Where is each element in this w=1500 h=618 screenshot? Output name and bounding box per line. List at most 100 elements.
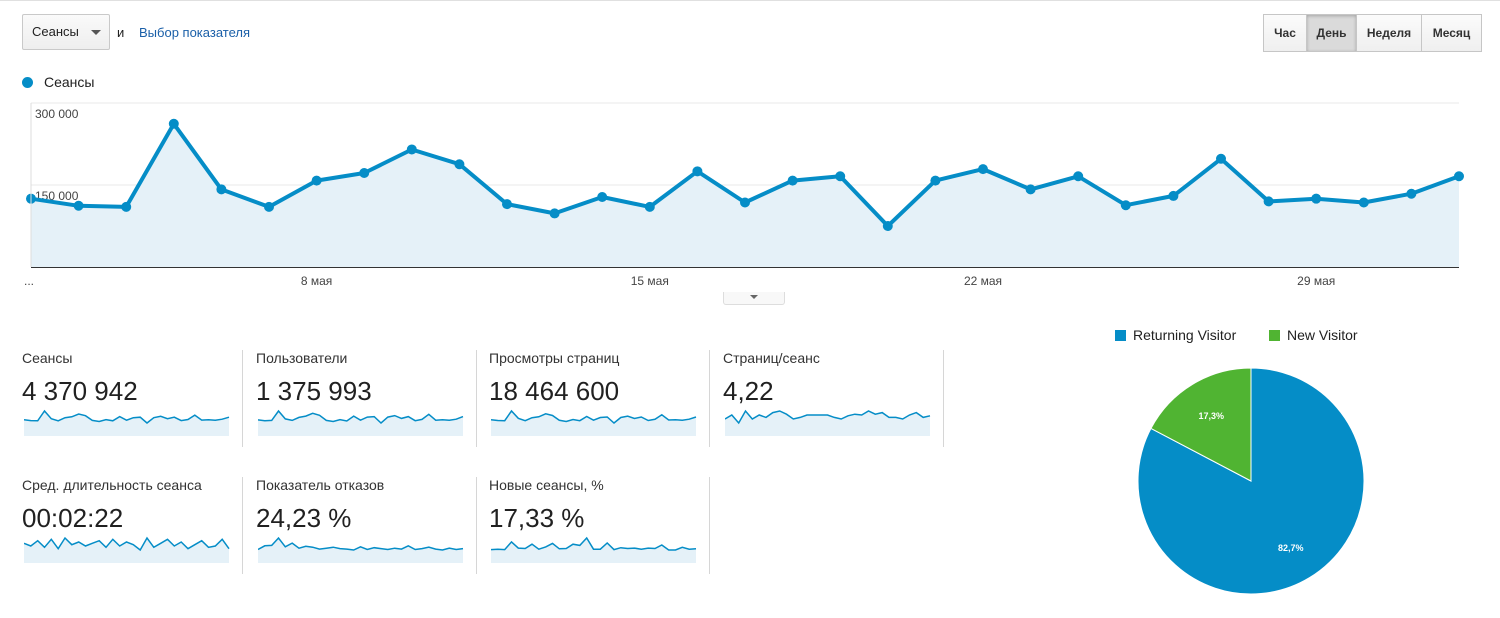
metric-value: 24,23 % <box>256 503 352 533</box>
metric-label: Сред. длительность сеанса <box>22 477 202 493</box>
dropdown-caret-icon <box>91 30 101 35</box>
data-point[interactable] <box>73 200 84 211</box>
metric-tile[interactable]: Пользователи 1 375 993 <box>256 350 489 442</box>
data-point[interactable] <box>1073 171 1084 182</box>
period-month-button[interactable]: Месяц <box>1421 14 1482 52</box>
metric-label: Показатель отказов <box>256 477 385 493</box>
x-tick-label: 8 мая <box>301 274 332 288</box>
pie-slice-label: 17,3% <box>1198 411 1224 421</box>
data-point[interactable] <box>740 197 750 208</box>
metric-label: Новые сеансы, % <box>489 477 604 493</box>
metric-select-label: Сеансы <box>32 24 79 39</box>
divider <box>476 477 477 574</box>
metric-label: Страниц/сеанс <box>723 350 820 366</box>
divider <box>242 350 243 447</box>
x-start-label: ... <box>24 274 34 288</box>
divider <box>242 477 243 574</box>
pie-legend-returning[interactable]: Returning Visitor <box>1115 327 1236 343</box>
metric-sparkline <box>24 536 230 563</box>
select-metric-link[interactable]: Выбор показателя <box>139 25 250 40</box>
data-point[interactable] <box>597 192 608 203</box>
data-point[interactable] <box>1358 197 1369 208</box>
y-tick-label: 300 000 <box>35 107 79 121</box>
chart-legend: Сеансы <box>22 74 94 90</box>
series-dot-icon <box>22 76 33 88</box>
period-day-button[interactable]: День <box>1306 14 1357 52</box>
metric-value: 00:02:22 <box>22 503 124 533</box>
data-point[interactable] <box>882 221 893 231</box>
chevron-down-icon <box>750 295 758 299</box>
series-name: Сеансы <box>44 74 95 90</box>
data-point[interactable] <box>1263 196 1274 207</box>
and-text: и <box>117 25 125 40</box>
sparkline-area <box>491 411 696 436</box>
x-tick-label: 15 мая <box>631 274 669 288</box>
x-tick-label: 29 мая <box>1297 274 1335 288</box>
metric-label: Сеансы <box>22 350 73 366</box>
sparkline-area <box>24 411 229 436</box>
divider <box>709 477 710 574</box>
top-border <box>0 0 1500 3</box>
divider <box>476 350 477 447</box>
pie-legend-new[interactable]: New Visitor <box>1269 327 1358 343</box>
sparkline-line <box>24 536 230 552</box>
metric-sparkline <box>491 409 697 436</box>
metric-tile[interactable]: Просмотры страниц 18 464 600 <box>489 350 722 442</box>
data-point[interactable] <box>311 175 322 186</box>
metric-label: Пользователи <box>256 350 348 366</box>
metric-sparkline <box>24 409 230 436</box>
pie-legend-label: New Visitor <box>1287 327 1358 343</box>
data-point[interactable] <box>454 159 465 170</box>
data-point[interactable] <box>359 167 370 178</box>
sparkline-area <box>725 411 930 436</box>
metric-tile[interactable]: Новые сеансы, % 17,33 % <box>489 477 722 569</box>
metric-tile[interactable]: Сеансы 4 370 942 <box>22 350 255 442</box>
metric-value: 4,22 <box>723 376 774 406</box>
data-point[interactable] <box>835 171 846 182</box>
metric-value: 17,33 % <box>489 503 585 533</box>
sparkline-line <box>725 409 931 425</box>
data-point[interactable] <box>1120 200 1131 211</box>
metric-sparkline <box>258 536 464 563</box>
sparkline-line <box>491 536 697 551</box>
metric-tile[interactable]: Страниц/сеанс 4,22 <box>723 350 956 442</box>
data-point[interactable] <box>1168 190 1179 201</box>
sparkline-area <box>258 411 463 436</box>
data-point[interactable] <box>692 166 703 177</box>
data-point[interactable] <box>502 199 512 210</box>
metric-sparkline <box>491 536 697 563</box>
data-point[interactable] <box>1025 184 1036 195</box>
sparkline-line <box>491 409 697 424</box>
data-point[interactable] <box>406 144 417 155</box>
metric-label: Просмотры страниц <box>489 350 620 366</box>
metric-select[interactable]: Сеансы <box>22 14 110 50</box>
metric-sparkline <box>725 409 931 436</box>
metric-value: 4 370 942 <box>22 376 138 406</box>
sparkline-line <box>258 536 464 551</box>
divider <box>709 350 710 447</box>
metric-tile[interactable]: Сред. длительность сеанса 00:02:22 <box>22 477 255 569</box>
data-point[interactable] <box>264 201 274 212</box>
data-point[interactable] <box>644 201 655 212</box>
legend-square-icon <box>1115 329 1126 341</box>
chart-collapse-toggle[interactable] <box>723 292 785 305</box>
pie-slice[interactable] <box>1150 367 1252 482</box>
pie-slice-label: 82,7% <box>1278 543 1304 553</box>
x-tick-label: 22 мая <box>964 274 1002 288</box>
data-point[interactable] <box>168 118 179 129</box>
period-week-button[interactable]: Неделя <box>1356 14 1422 52</box>
period-hour-button[interactable]: Час <box>1263 14 1307 52</box>
data-point[interactable] <box>1216 153 1226 164</box>
data-point[interactable] <box>1454 171 1464 182</box>
data-point[interactable] <box>978 164 988 175</box>
data-point[interactable] <box>216 184 227 195</box>
data-point[interactable] <box>930 175 941 186</box>
data-point[interactable] <box>787 175 798 186</box>
data-point[interactable] <box>121 201 132 212</box>
metric-tile[interactable]: Показатель отказов 24,23 % <box>256 477 489 569</box>
sparkline-line <box>24 409 230 424</box>
visitor-type-pie-chart: 82,7% 17,3% <box>1137 367 1365 595</box>
data-point[interactable] <box>1406 188 1417 199</box>
data-point[interactable] <box>1311 193 1322 204</box>
data-point[interactable] <box>549 208 560 219</box>
